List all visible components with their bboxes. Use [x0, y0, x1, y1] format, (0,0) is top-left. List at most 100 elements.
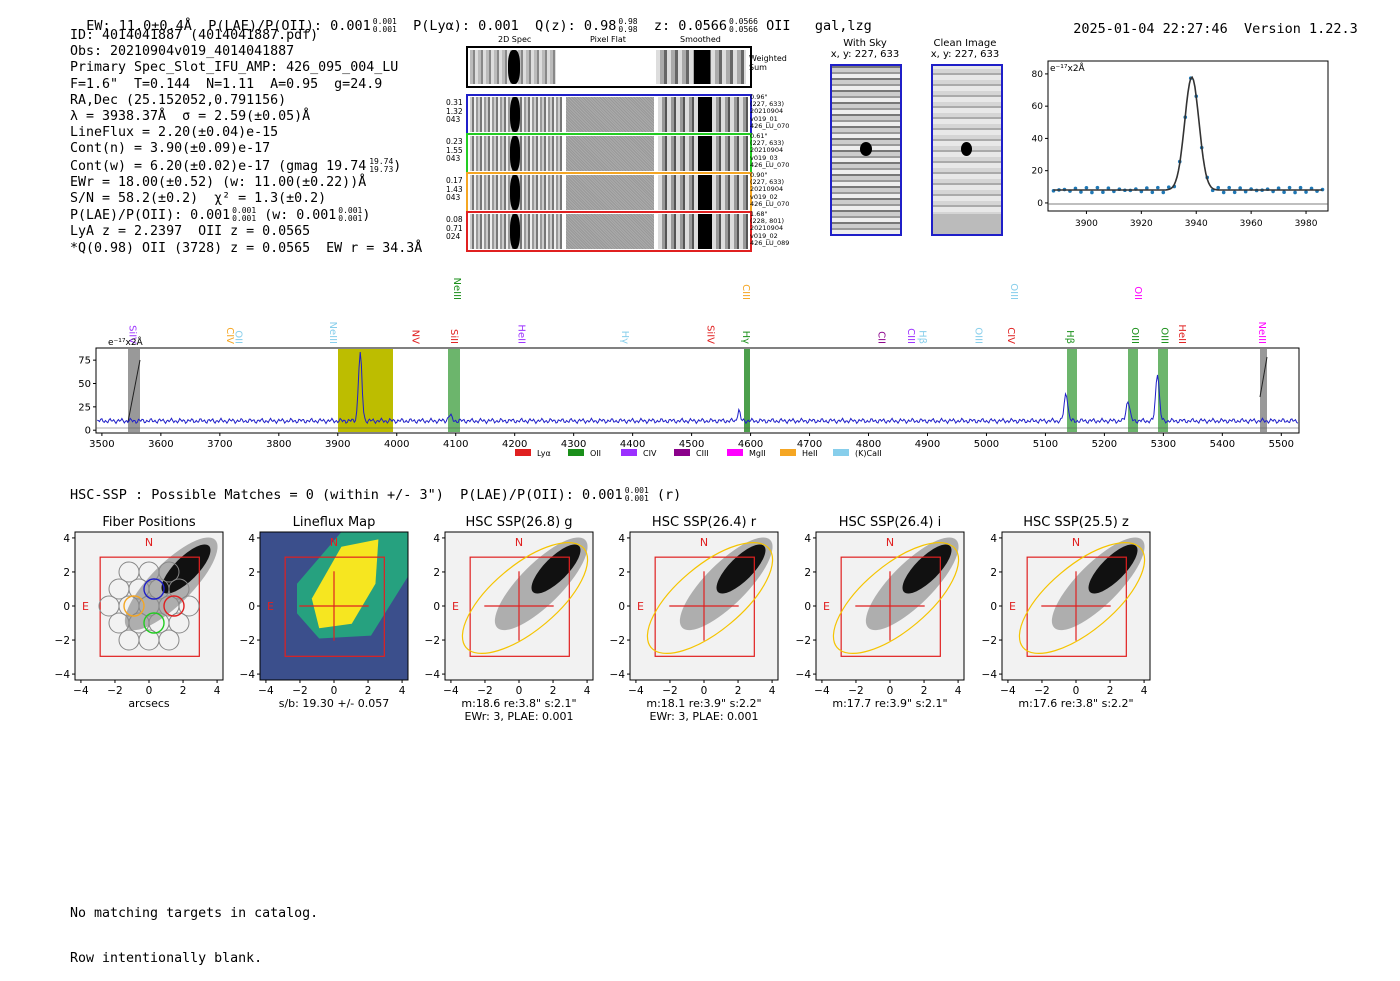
fit-data-point: [1227, 185, 1231, 190]
fit-plot-y-ticks: 0 20 40 60 80: [1032, 70, 1048, 209]
fit-data-point: [1304, 190, 1308, 194]
hsc-y-tick-label: −4: [610, 669, 625, 681]
spec-y-tick-label: 0: [85, 426, 91, 437]
clean-image-title: Clean Image: [933, 38, 997, 49]
spec-x-tick-label: 5100: [1033, 439, 1058, 450]
hsc-x-tick-label: −2: [662, 685, 677, 697]
spec2d-raw: [470, 175, 562, 210]
info-lya-z: LyA z = 2.2397 OII z = 0.0565: [70, 224, 311, 240]
hsc-caption-1: m:17.7 re:3.9" s:2.1": [832, 697, 947, 710]
info-plae-sub: 0.001: [232, 214, 257, 224]
spec2d-row: [466, 211, 752, 252]
hsc-x-tick-label: 0: [146, 685, 153, 697]
spec2d-left-value: 0.31: [446, 98, 463, 107]
spec2d-row: [466, 94, 752, 135]
spec2d-row: [466, 133, 752, 174]
emission-line-label: Hγ: [740, 331, 751, 345]
col-title-2dspec: 2D Spec: [498, 35, 532, 44]
legend-swatch: [621, 449, 637, 456]
fit-data-point: [1282, 190, 1286, 195]
hsc-x-tick-label: −2: [107, 685, 122, 697]
hsc-panel-title: Fiber Positions: [102, 515, 195, 530]
hsc-x-tick-label: −4: [443, 685, 459, 697]
legend-swatch: [833, 449, 849, 456]
hsc-caption-1: s/b: 19.30 +/- 0.057: [279, 697, 390, 710]
col-title-smoothed: Smoothed: [680, 35, 721, 44]
galaxy-ellipse: [832, 541, 960, 655]
spec2d-row-left-label: 0.08 0.71 024: [446, 215, 463, 242]
detection-info: ID: 4014041887 (4014041887.pdf) Obs: 202…: [70, 28, 422, 257]
hsc-y-tick-label: 4: [433, 533, 440, 545]
header-version: Version 1.22.3: [1243, 21, 1358, 37]
info-lambda: λ = 3938.37Å σ = 2.59(±0.05)Å: [70, 109, 311, 125]
hsc-caption-2: EWr: 3, PLAE: 0.001: [649, 710, 758, 723]
hsc-y-tick-label: 4: [618, 533, 625, 545]
fit-data-point: [1293, 190, 1297, 195]
aperture-box: [1026, 556, 1127, 657]
clean-image-mask: [933, 214, 1001, 234]
emission-line-label: NeIII: [327, 322, 338, 344]
fit-data-point: [1287, 185, 1292, 190]
fit-y-tick-label: 80: [1032, 70, 1044, 80]
fit-y-tick-label: 20: [1032, 167, 1044, 177]
info-contw-sup: 19.74: [369, 156, 394, 166]
emission-line-label: CIV: [224, 327, 235, 344]
legend-swatch: [780, 449, 796, 456]
hsc-x-tick-label: 4: [1141, 685, 1148, 697]
spec2d-row-right-label: 0.90" (227, 633) 20210904 v019_02 426_LU_070: [750, 171, 789, 208]
sky-mask-left-hatch: [127, 359, 141, 423]
east-label: E: [1009, 600, 1016, 613]
galaxy-ellipse: [646, 541, 774, 655]
spec-x-tick-label: 4200: [502, 439, 527, 450]
spec2d-smoothed: [658, 175, 748, 210]
clean-image-source: [961, 142, 972, 156]
header-summary: EW: 11.0±0.4Å P(LAE)/P(OII): 0.001 0.001 0…: [70, 2, 872, 35]
info-plae-w-sub: 0.001: [338, 214, 363, 224]
hsc-panel: Fiber Positions N E −4 −2 0 2 4 4 2 0 −2 −4 arcsecs: [55, 515, 224, 710]
emission-line-label: CIV: [1005, 327, 1016, 344]
spec2d-right-value: 20210904: [750, 107, 784, 116]
spec-x-tick-label: 4400: [620, 439, 645, 450]
spec2d-right-value: v019_02: [750, 192, 778, 201]
info-fta: F=1.6" T=0.144 N=1.11 A=0.95 g=24.9: [70, 76, 383, 92]
info-contw: Cont(w) = 6.20(±0.02)e-17 (gmag 19.74: [70, 158, 367, 174]
spec2d-smoothed-emission: [698, 175, 712, 210]
hsc-x-tick-label: 4: [584, 685, 591, 697]
emission-line-label: NeIII: [451, 278, 462, 300]
spec2d-left-value: 1.43: [446, 184, 463, 194]
legend-label: HeII: [802, 449, 818, 458]
header-z-sub: 0.0566: [729, 25, 758, 34]
north-label: N: [330, 536, 338, 549]
spec2d-right-value: v019_02: [750, 231, 778, 240]
hsc-y-tick-label: 2: [804, 567, 811, 579]
spec2d-right-value: 20210904: [750, 185, 784, 194]
spec2d-flat: [566, 214, 654, 249]
hsc-panel-title: HSC SSP(26.4) r: [652, 515, 757, 530]
spec-x-tick-label: 4600: [738, 439, 763, 450]
spectrum-y-ticks: 0 25 50 75: [78, 356, 96, 437]
spec2d-row-left-label: 0.23 1.55 043: [446, 137, 463, 164]
spec2d-flat: [566, 175, 654, 210]
legend-label: OII: [590, 449, 601, 458]
hsc-summary-bounds: 0.001 0.001: [625, 487, 649, 503]
spec2d-left-value: 0.17: [446, 176, 463, 185]
fit-data-point: [1084, 185, 1089, 190]
hsc-summary-text: HSC-SSP : Possible Matches = 0 (within +…: [70, 487, 623, 503]
spec2d-raw-emission: [510, 175, 520, 210]
hsc-x-tick-label: 0: [887, 685, 894, 697]
hsc-caption-1: arcsecs: [128, 697, 170, 710]
info-contw-sub: 19.73: [369, 164, 394, 174]
footer-line-2: Row intentionally blank.: [70, 951, 263, 966]
line-window-5: [1158, 349, 1168, 432]
hsc-y-tick-label: 0: [804, 601, 811, 613]
info-radec: RA,Dec (25.152052,0.791156): [70, 92, 287, 108]
hsc-x-tick-label: −2: [292, 685, 307, 697]
legend-swatch: [727, 449, 743, 456]
info-plae-w: (w: 0.001: [264, 208, 337, 224]
spec2d-flat: [566, 136, 654, 171]
fit-y-tick-label: 40: [1032, 134, 1044, 144]
with-sky-header: With Sky x, y: 227, 633: [820, 38, 910, 60]
spec2d-left-value: 0.23: [446, 137, 463, 146]
fit-x-tick-label: 3920: [1130, 219, 1153, 229]
